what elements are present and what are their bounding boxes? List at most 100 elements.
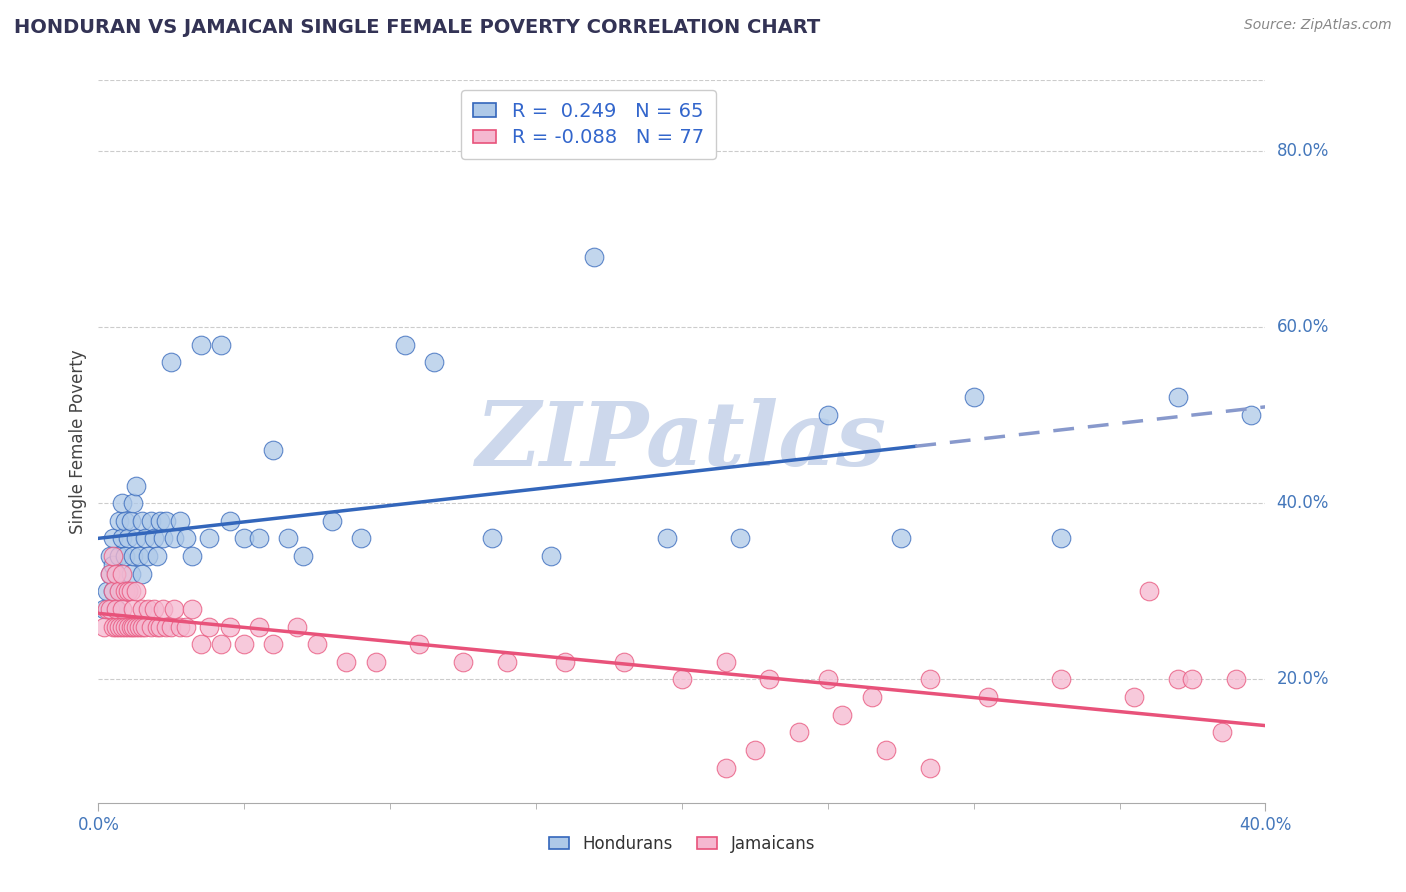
Point [180,549,202,563]
Point [96,602,118,616]
Point [218,514,240,528]
Point [918,673,941,687]
Point [169,514,191,528]
Point [817,408,839,422]
Point [1211,725,1233,739]
Point [142,532,165,546]
Point [98,566,121,581]
Point [134,619,156,633]
Point [730,532,752,546]
Point [120,584,142,599]
Point [146,619,169,633]
Point [117,532,139,546]
Text: ZIPatlas: ZIPatlas [477,399,887,484]
Point [98,602,121,616]
Point [962,391,984,405]
Point [122,619,145,633]
Point [125,532,148,546]
Text: 40.0%: 40.0% [1277,494,1329,512]
Point [108,549,131,563]
Point [831,707,853,722]
Point [149,619,172,633]
Point [291,549,314,563]
Point [262,443,284,458]
Point [122,549,145,563]
Point [104,602,127,616]
Point [146,549,169,563]
Point [540,549,562,563]
Point [174,532,197,546]
Point [120,514,142,528]
Point [128,549,150,563]
Point [101,532,124,546]
Point [423,355,446,369]
Point [104,602,127,616]
Point [122,602,145,616]
Point [758,673,780,687]
Point [714,760,737,774]
Point [198,619,221,633]
Point [307,637,329,651]
Point [114,549,136,563]
Point [169,619,191,633]
Point [152,602,174,616]
Point [96,584,118,599]
Point [98,549,121,563]
Point [149,514,172,528]
Point [174,619,197,633]
Point [408,637,430,651]
Point [277,532,299,546]
Point [163,602,186,616]
Point [163,532,186,546]
Text: HONDURAN VS JAMAICAN SINGLE FEMALE POVERTY CORRELATION CHART: HONDURAN VS JAMAICAN SINGLE FEMALE POVER… [14,18,820,37]
Point [125,619,148,633]
Point [744,743,766,757]
Point [93,619,115,633]
Point [1050,532,1073,546]
Point [104,619,127,633]
Legend: Hondurans, Jamaicans: Hondurans, Jamaicans [541,828,823,860]
Point [180,602,202,616]
Point [481,532,503,546]
Point [451,655,474,669]
Point [111,496,134,510]
Point [890,532,912,546]
Point [1137,584,1160,599]
Point [321,514,343,528]
Point [364,655,387,669]
Point [125,584,148,599]
Point [787,725,810,739]
Point [190,337,212,351]
Point [209,337,232,351]
Point [671,673,693,687]
Point [218,619,240,633]
Point [111,532,134,546]
Point [125,478,148,492]
Point [114,514,136,528]
Point [160,619,183,633]
Point [120,566,142,581]
Point [190,637,212,651]
Point [1225,673,1247,687]
Point [139,514,162,528]
Point [108,584,131,599]
Point [114,619,136,633]
Point [136,549,159,563]
Point [117,619,139,633]
Point [108,619,131,633]
Point [335,655,357,669]
Y-axis label: Single Female Poverty: Single Female Poverty [69,350,87,533]
Point [93,602,115,616]
Point [104,566,127,581]
Point [977,690,1000,704]
Point [98,566,121,581]
Point [122,496,145,510]
Point [198,532,221,546]
Point [131,514,153,528]
Point [152,532,174,546]
Point [918,760,941,774]
Point [875,743,897,757]
Point [247,619,270,633]
Point [1050,673,1073,687]
Text: 60.0%: 60.0% [1277,318,1329,336]
